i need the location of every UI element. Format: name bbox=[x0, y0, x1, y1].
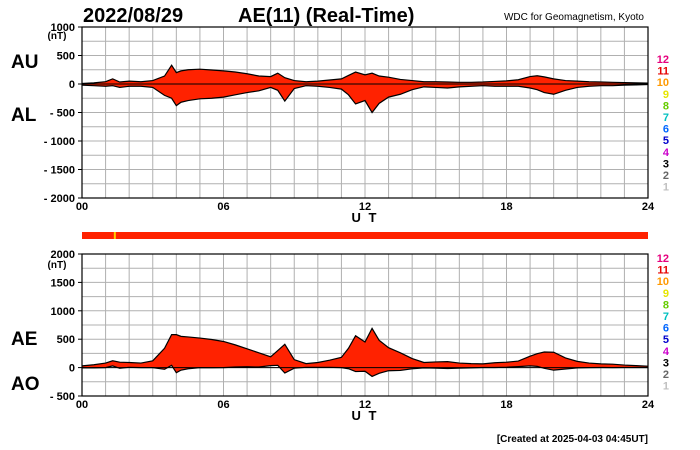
grid-lines bbox=[82, 27, 648, 198]
created-timestamp: [Created at 2025-04-03 04:45UT] bbox=[497, 434, 648, 445]
station-count-label: 6 bbox=[663, 124, 669, 136]
station-count-label: 1 bbox=[663, 381, 669, 393]
unit-label: (nT) bbox=[48, 31, 67, 42]
y-tick-label: 500 bbox=[57, 334, 75, 346]
station-count-label: 3 bbox=[663, 158, 669, 170]
x-tick-label: 18 bbox=[500, 201, 512, 213]
station-count-label: 12 bbox=[657, 54, 669, 66]
chart-title: AE(11) (Real-Time) bbox=[238, 5, 414, 27]
status-bar-marker bbox=[113, 232, 116, 239]
y-tick-label: 1500 bbox=[51, 277, 75, 289]
x-axis-label: U T bbox=[352, 210, 379, 225]
station-count-label: 2 bbox=[663, 170, 669, 182]
station-count-label: 9 bbox=[663, 288, 669, 300]
station-count-label: 2 bbox=[663, 369, 669, 381]
plot-frame bbox=[81, 253, 649, 397]
y-tick-label: 1000 bbox=[51, 22, 75, 34]
x-tick-label: 24 bbox=[642, 201, 655, 213]
index-label-ao: AO bbox=[11, 374, 40, 395]
station-count-label: 8 bbox=[663, 100, 669, 112]
grid-lines bbox=[82, 254, 648, 396]
y-tick-label: - 1000 bbox=[44, 136, 75, 148]
y-tick-label: - 500 bbox=[50, 108, 75, 120]
chart-date: 2022/08/29 bbox=[83, 5, 183, 27]
station-count-label: 4 bbox=[663, 147, 670, 159]
unit-label: (nT) bbox=[48, 260, 67, 271]
y-tick-label: - 2000 bbox=[44, 193, 75, 205]
x-tick-label: 06 bbox=[217, 399, 229, 411]
index-label-ae: AE bbox=[11, 329, 37, 350]
area-fill bbox=[82, 65, 648, 113]
status-bar-fill bbox=[82, 232, 648, 239]
y-tick-label: 0 bbox=[69, 79, 75, 91]
station-count-label: 11 bbox=[657, 66, 669, 78]
index-label-al: AL bbox=[11, 105, 37, 126]
x-axis-label: U T bbox=[352, 408, 379, 423]
y-tick-label: - 1500 bbox=[44, 165, 75, 177]
series-line-ae bbox=[81, 327, 649, 367]
station-count-label: 5 bbox=[663, 135, 669, 147]
status-bar bbox=[82, 232, 648, 239]
y-tick-label: 1000 bbox=[51, 306, 75, 318]
series-line-al bbox=[81, 83, 649, 114]
y-tick-label: 0 bbox=[69, 363, 75, 375]
data-source-label: WDC for Geomagnetism, Kyoto bbox=[504, 12, 644, 23]
station-count-label: 3 bbox=[663, 357, 669, 369]
station-count-label: 12 bbox=[657, 253, 669, 265]
x-tick-label: 24 bbox=[642, 399, 655, 411]
area-fill bbox=[82, 328, 648, 377]
x-tick-label: 18 bbox=[500, 399, 512, 411]
station-count-label: 6 bbox=[663, 323, 669, 335]
y-tick-label: 500 bbox=[57, 51, 75, 63]
station-count-label: 4 bbox=[663, 346, 670, 358]
y-tick-label: 2000 bbox=[51, 249, 75, 261]
x-tick-label: 06 bbox=[217, 201, 229, 213]
station-count-label: 7 bbox=[663, 112, 669, 124]
station-count-label: 7 bbox=[663, 311, 669, 323]
y-tick-label: - 500 bbox=[50, 391, 75, 403]
x-tick-label: 00 bbox=[76, 399, 88, 411]
series-line-au bbox=[81, 64, 649, 85]
station-count-label: 9 bbox=[663, 89, 669, 101]
x-tick-label: 00 bbox=[76, 201, 88, 213]
station-count-label: 10 bbox=[657, 77, 669, 89]
x-tick-label: 12 bbox=[359, 201, 371, 213]
station-count-label: 11 bbox=[657, 265, 669, 277]
station-count-label: 5 bbox=[663, 334, 669, 346]
station-count-label: 10 bbox=[657, 276, 669, 288]
x-tick-label: 12 bbox=[359, 399, 371, 411]
index-label-au: AU bbox=[11, 52, 38, 73]
station-count-label: 8 bbox=[663, 299, 669, 311]
station-count-label: 1 bbox=[663, 182, 669, 194]
